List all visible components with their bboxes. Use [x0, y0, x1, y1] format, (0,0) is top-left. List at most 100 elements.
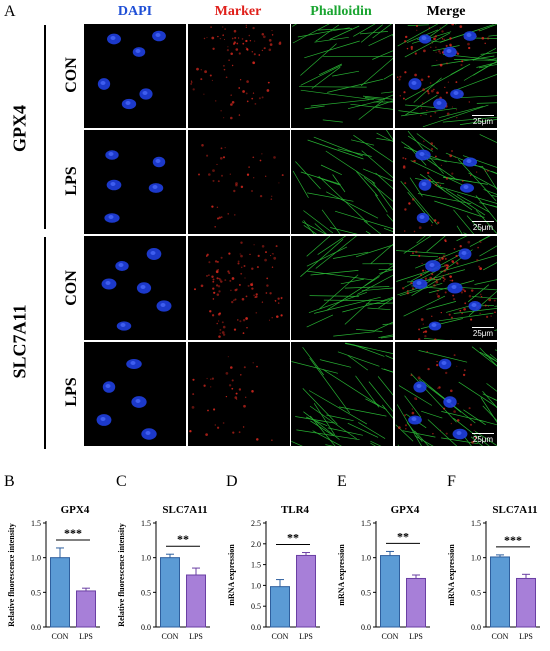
- y-tick-label: 0.0: [31, 623, 41, 632]
- y-tick-label: 0.5: [361, 588, 371, 597]
- micrograph-dapi-4: [84, 342, 186, 446]
- x-tick-label: CON: [492, 632, 509, 641]
- x-tick-label: LPS: [189, 632, 203, 641]
- micrograph-merge-1: 25μm: [395, 24, 497, 128]
- x-tick-label: CON: [162, 632, 179, 641]
- y-tick-label: 0.5: [251, 602, 261, 611]
- bar-con: [160, 557, 180, 628]
- y-tick-label: 1.0: [251, 581, 261, 590]
- bar-con: [270, 586, 290, 628]
- y-tick-label: 1.5: [31, 519, 41, 528]
- significance-marker: ***: [504, 533, 522, 547]
- y-tick-label: 0.0: [141, 623, 151, 632]
- y-tick-label: 0.0: [361, 623, 371, 632]
- panel-letter-a: A: [4, 3, 16, 20]
- chart-title: TLR4: [281, 504, 310, 516]
- chart-e: GPX4 mRNA expression 0.0 0.5 1.0 1.5 CON LPS **: [330, 495, 440, 651]
- panel-letter-e: E: [337, 473, 347, 490]
- group-bracket-gpx4: [44, 25, 46, 229]
- micrograph-dapi-1: [84, 24, 186, 128]
- significance-marker: **: [177, 532, 189, 546]
- row-label-slc7a11-con: CON: [63, 270, 80, 306]
- x-tick-label: LPS: [299, 632, 313, 641]
- row-label-slc7a11-lps: LPS: [63, 377, 80, 407]
- significance-marker: ***: [64, 526, 82, 540]
- bar-lps: [516, 577, 536, 628]
- micrograph-marker-3: [188, 236, 290, 340]
- micrograph-merge-4: 25μm: [395, 342, 497, 446]
- scale-bar: 25μm: [472, 326, 494, 338]
- group-label-slc7a11: SLC7A11: [9, 304, 30, 379]
- y-tick-label: 1.0: [141, 554, 151, 563]
- panel-letter-d: D: [226, 473, 238, 490]
- y-tick-label: 1.0: [31, 554, 41, 563]
- chart-c: SLC7A11 Relative fluorescence intensity 0.…: [110, 495, 220, 651]
- bar-lps: [406, 577, 426, 628]
- micrograph-dapi-2: [84, 130, 186, 234]
- x-tick-label: CON: [382, 632, 399, 641]
- x-tick-label: LPS: [409, 632, 423, 641]
- y-axis-label: mRNA expression: [337, 544, 346, 606]
- chart-title: GPX4: [61, 504, 90, 516]
- y-tick-label: 0.5: [141, 588, 151, 597]
- y-tick-label: 0.5: [471, 588, 481, 597]
- column-header-merge: Merge: [426, 4, 466, 19]
- bar-lps: [76, 590, 96, 628]
- micrograph-phalloidin-2: [291, 130, 393, 234]
- chart-title: GPX4: [391, 504, 420, 516]
- scale-bar: 25μm: [472, 114, 494, 126]
- column-header-marker: Marker: [214, 4, 262, 19]
- y-tick-label: 1.0: [361, 554, 371, 563]
- micrograph-dapi-3: [84, 236, 186, 340]
- scale-bar: 25μm: [472, 220, 494, 232]
- micrograph-phalloidin-3: [291, 236, 393, 340]
- chart-f: SLC7A11 mRNA expression 0.0 0.5 1.0 1.5 CON LPS…: [440, 495, 550, 651]
- y-axis-label: mRNA expression: [227, 544, 236, 606]
- y-tick-label: 0.0: [471, 623, 481, 632]
- panel-letter-b: B: [4, 473, 15, 490]
- micrograph-marker-1: [188, 24, 290, 128]
- bar-lps: [296, 554, 316, 628]
- x-tick-label: LPS: [519, 632, 533, 641]
- bar-con: [380, 555, 400, 628]
- micrograph-marker-2: [188, 130, 290, 234]
- bar-con: [490, 556, 510, 628]
- panel-letter-f: F: [447, 473, 456, 490]
- chart-d: TLR4 mRNA expression 0.0 0.5 1.0 1.5 2.0 2.5 CON…: [220, 495, 330, 651]
- y-tick-label: 1.5: [361, 519, 371, 528]
- y-axis-label: Relative fluorescence intensity: [7, 523, 16, 626]
- bar-lps: [186, 574, 206, 628]
- x-tick-label: LPS: [79, 632, 93, 641]
- y-axis-label: Relative fluorescence intensity: [117, 523, 126, 626]
- x-tick-label: CON: [52, 632, 69, 641]
- chart-title: SLC7A11: [162, 504, 207, 516]
- column-header-dapi: DAPI: [117, 4, 153, 19]
- y-tick-label: 0.5: [31, 588, 41, 597]
- micrograph-phalloidin-4: [291, 342, 393, 446]
- row-label-gpx4-con: CON: [63, 57, 80, 93]
- row-label-gpx4-lps: LPS: [63, 166, 80, 196]
- y-axis-label: mRNA expression: [447, 544, 456, 606]
- micrograph-merge-3: 25μm: [395, 236, 497, 340]
- y-tick-label: 2.0: [251, 540, 261, 549]
- y-tick-label: 2.5: [251, 519, 261, 528]
- panel-letter-c: C: [116, 473, 127, 490]
- y-tick-label: 1.5: [471, 519, 481, 528]
- micrograph-marker-4: [188, 342, 290, 446]
- y-tick-label: 0.0: [251, 623, 261, 632]
- scale-bar: 25μm: [472, 432, 494, 444]
- micrograph-phalloidin-1: [291, 24, 393, 128]
- y-tick-label: 1.5: [251, 561, 261, 570]
- column-header-phalloidin: Phalloidin: [310, 4, 372, 19]
- group-label-gpx4: GPX4: [9, 105, 30, 152]
- micrograph-merge-2: 25μm: [395, 130, 497, 234]
- group-bracket-slc7a11: [44, 237, 46, 449]
- y-tick-label: 1.0: [471, 554, 481, 563]
- significance-marker: **: [287, 531, 299, 545]
- chart-b: GPX4 Relative fluorescence intensity 0.0 0.…: [0, 495, 110, 651]
- significance-marker: **: [397, 529, 409, 543]
- bar-con: [50, 557, 70, 628]
- x-tick-label: CON: [272, 632, 289, 641]
- y-tick-label: 1.5: [141, 519, 151, 528]
- chart-title: SLC7A11: [492, 504, 537, 516]
